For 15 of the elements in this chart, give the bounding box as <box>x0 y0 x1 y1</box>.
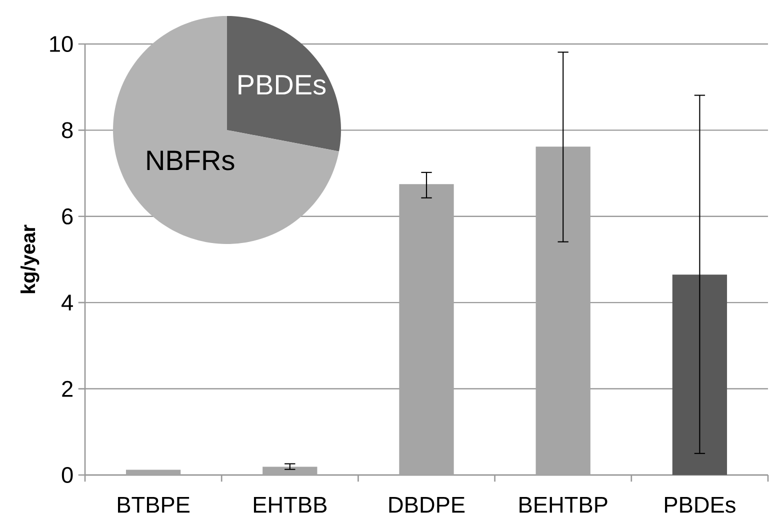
y-tick-label: 10 <box>50 36 73 52</box>
y-tick-label: 6 <box>62 208 73 224</box>
slice-label: NBFRs <box>147 150 234 170</box>
y-tick-label: 0 <box>62 466 73 484</box>
y-tick-label: 4 <box>62 294 73 310</box>
x-tick-label: BEHTBP <box>520 497 608 513</box>
x-tick-label: PBDEs <box>665 497 736 513</box>
x-tick-label: DBDPE <box>389 497 465 513</box>
x-tick-label: EHTBB <box>254 497 326 513</box>
x-tick-label: BTBPE <box>118 497 190 513</box>
bar <box>672 274 728 475</box>
y-axis-title: kg/year <box>20 224 40 294</box>
slice-label: PBDEs <box>238 75 326 95</box>
y-tick-label: 8 <box>62 122 73 138</box>
y-tick-label: 2 <box>62 380 72 397</box>
